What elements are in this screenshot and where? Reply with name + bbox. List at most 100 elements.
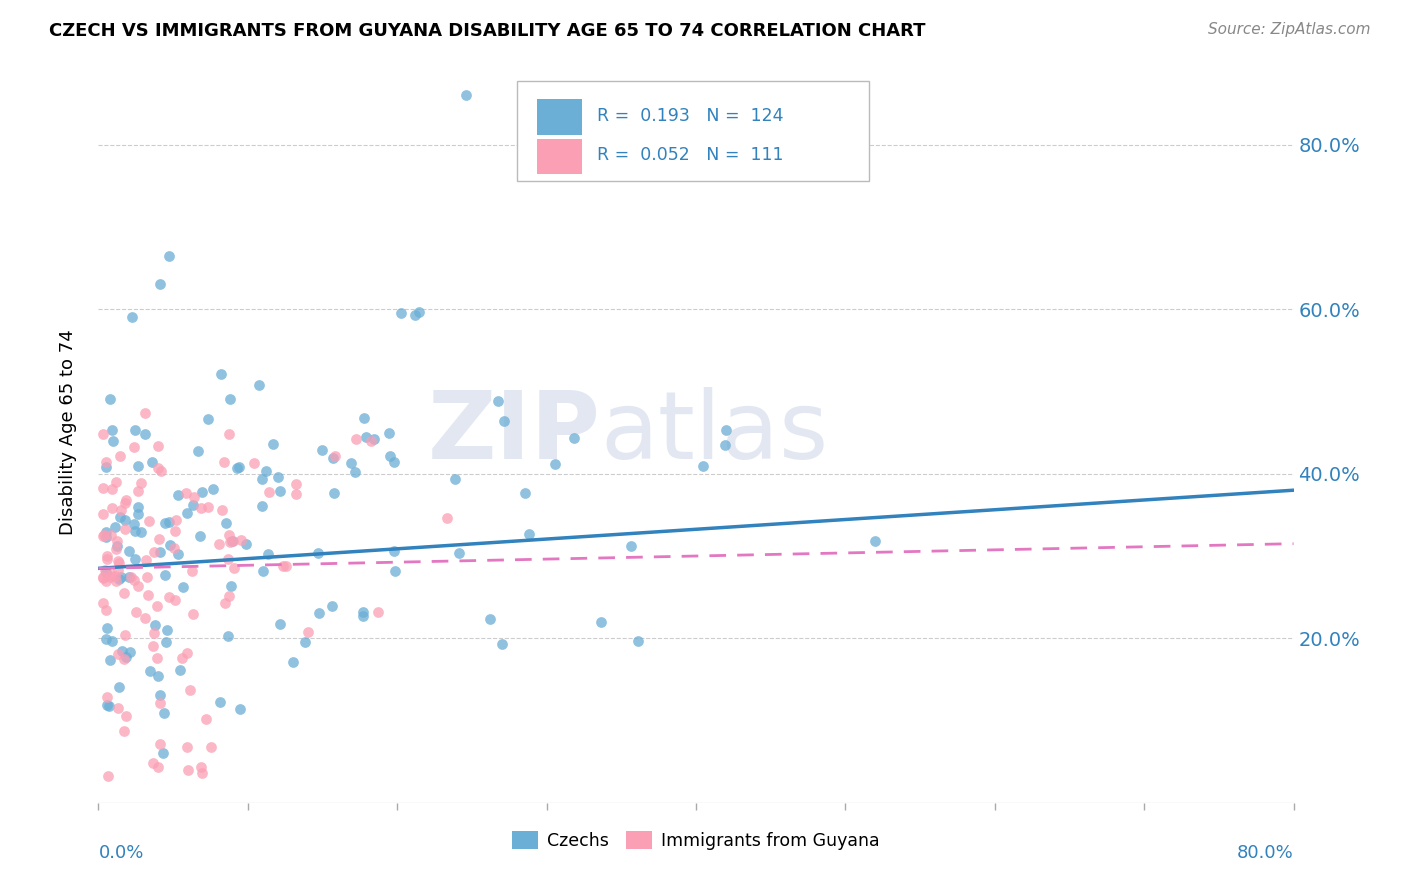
Point [250,472,273,486]
Point [148,461,170,475]
Point [382,543,405,558]
Point [165,513,187,527]
Text: R =  0.052   N =  111: R = 0.052 N = 111 [596,146,783,164]
Point [713,438,735,452]
Point [308,606,330,620]
Point [104,520,127,534]
Point [120,570,142,584]
Point [159,590,181,604]
Point [247,377,270,392]
Bar [537,99,582,135]
Point [191,484,214,499]
Point [146,650,169,665]
Point [101,423,124,437]
Point [190,760,212,774]
Point [93,563,115,577]
Point [456,88,478,103]
Point [269,616,291,631]
Point [344,432,367,446]
Point [564,431,586,445]
Point [114,628,136,642]
Point [94,455,117,469]
Point [191,765,214,780]
Point [142,756,165,770]
Point [284,486,307,500]
Point [865,534,887,549]
Point [217,552,239,566]
Point [269,483,291,498]
Point [257,547,280,561]
Point [148,532,170,546]
Text: 0.0%: 0.0% [98,844,143,862]
Point [218,426,240,441]
Point [444,472,467,486]
Point [259,485,281,500]
Point [491,637,513,651]
Point [104,569,127,583]
Point [188,529,211,543]
Point [127,484,149,499]
Point [124,423,146,437]
Point [174,486,197,500]
Point [125,606,148,620]
Point [367,605,389,619]
Point [436,511,458,525]
Point [98,392,121,406]
Point [110,509,132,524]
Point [104,475,127,490]
Point [242,456,264,470]
Point [118,544,141,558]
Point [219,392,242,406]
Point [176,739,198,754]
Point [179,682,201,697]
Point [118,570,141,584]
Point [224,561,246,575]
Point [197,412,219,426]
Point [94,603,117,617]
Point [110,503,132,517]
Point [149,277,172,292]
Text: CZECH VS IMMIGRANTS FROM GUYANA DISABILITY AGE 65 TO 74 CORRELATION CHART: CZECH VS IMMIGRANTS FROM GUYANA DISABILI… [49,22,925,40]
Point [692,458,714,473]
Point [96,549,118,563]
Point [101,634,124,648]
Point [121,310,143,325]
Point [176,763,198,777]
Point [591,615,613,629]
Point [108,557,131,571]
Point [517,526,540,541]
Point [112,586,135,600]
Text: Source: ZipAtlas.com: Source: ZipAtlas.com [1208,22,1371,37]
Point [382,455,405,469]
Point [94,529,117,543]
Point [340,456,363,470]
Point [107,553,129,567]
Point [181,564,204,578]
Point [98,569,121,583]
Point [190,500,212,515]
Point [235,537,257,551]
Point [91,507,114,521]
Point [91,528,114,542]
Point [112,652,135,666]
Text: atlas: atlas [600,386,828,479]
Point [124,516,146,531]
Point [94,632,117,646]
Point [404,308,426,322]
Point [105,541,128,556]
Point [176,646,198,660]
Point [107,647,129,661]
Point [94,574,117,588]
Point [93,528,115,542]
Point [252,564,274,578]
Point [217,629,239,643]
Point [146,439,169,453]
Point [139,665,162,679]
Point [169,663,191,677]
Point [181,498,204,512]
Point [91,570,114,584]
Point [197,500,219,514]
Point [271,559,294,574]
Point [108,680,131,694]
Point [91,427,114,442]
